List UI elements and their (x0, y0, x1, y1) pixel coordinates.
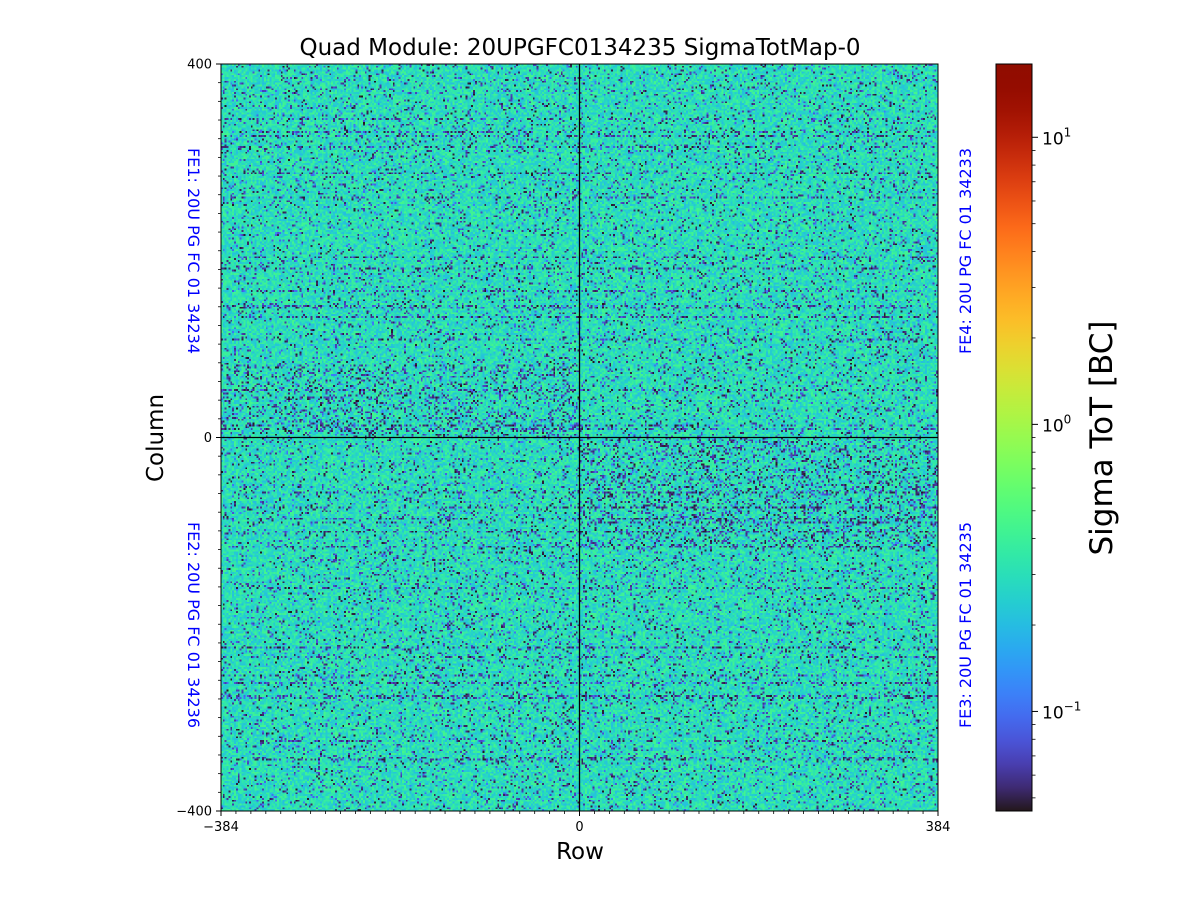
y-minor-ticks (218, 82, 221, 793)
x-tick-label: −384 (203, 820, 239, 835)
colorbar-tick-label: 101 (1042, 125, 1071, 149)
colorbar-label: Sigma ToT [BC] (1084, 321, 1120, 556)
colorbar-ticks: 101 100 10−1 (1032, 125, 1081, 723)
chip-label-fe3: FE3: 20U PG FC 01 34235 (956, 522, 975, 728)
x-axis-ticks: −384 0 384 (203, 811, 950, 835)
colorbar-tick-label: 10−1 (1042, 699, 1081, 723)
chip-label-fe1: FE1: 20U PG FC 01 34234 (184, 148, 203, 354)
y-axis-label: Column (143, 394, 169, 482)
chart-title: Quad Module: 20UPGFC0134235 SigmaTotMap-… (300, 35, 861, 61)
x-tick-label: 0 (575, 820, 583, 835)
colorbar-gradient (995, 63, 1033, 812)
colorbar-tick-label: 100 (1042, 412, 1071, 436)
x-minor-ticks (235, 811, 924, 814)
chip-label-fe4: FE4: 20U PG FC 01 34233 (956, 148, 975, 354)
chip-label-fe2: FE2: 20U PG FC 01 34236 (184, 522, 203, 728)
x-axis-label: Row (556, 839, 604, 865)
colorbar: 101 100 10−1 Sigma ToT [BC] (995, 63, 1120, 812)
y-tick-label: 0 (204, 431, 212, 446)
y-tick-label: 400 (187, 58, 212, 73)
y-axis-ticks: 400 0 −400 (176, 58, 221, 820)
heatmap (220, 63, 939, 812)
y-tick-label: −400 (176, 805, 212, 820)
x-tick-label: 384 (926, 820, 951, 835)
colorbar-minor-ticks (1032, 150, 1036, 799)
